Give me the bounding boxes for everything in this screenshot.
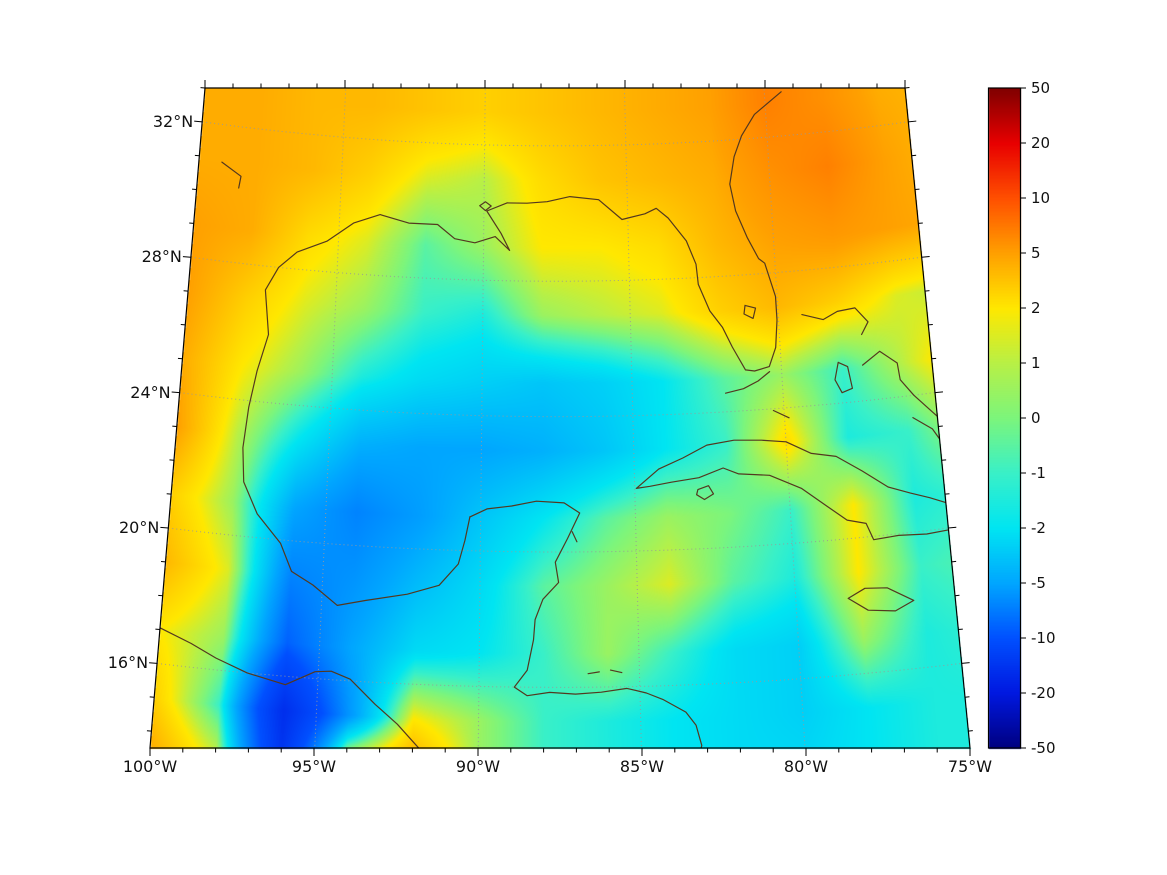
coastline-bay-islands-2 bbox=[609, 669, 623, 674]
colorbar-frame bbox=[987, 87, 1022, 749]
meridian-line bbox=[477, 88, 486, 748]
lat-tick-label: 16°N bbox=[107, 653, 149, 673]
map-frame bbox=[149, 87, 971, 749]
parallel-line bbox=[168, 527, 949, 553]
lon-tick-label: 80°W bbox=[783, 757, 829, 776]
coastline-gulf-and-atlantic-coast bbox=[242, 91, 782, 606]
colorbar-tick-label: 50 bbox=[1031, 79, 1051, 97]
colorbar-tick-label: -2 bbox=[1031, 519, 1046, 537]
colorbar-tick-label: 10 bbox=[1031, 189, 1051, 207]
coastline-texas-river bbox=[221, 161, 242, 189]
meridian-line bbox=[312, 88, 348, 748]
coastline-pacific-coast bbox=[159, 627, 433, 748]
coastline-cozumel bbox=[571, 531, 578, 543]
coastline-isle-of-youth bbox=[696, 485, 715, 501]
coastline-bahamas-north bbox=[801, 307, 869, 336]
coastline-lake-pontchartrain bbox=[479, 201, 492, 212]
coastline-eleuthera-exuma bbox=[862, 350, 942, 420]
lon-tick-label: 90°W bbox=[455, 757, 501, 776]
coastline-jamaica bbox=[847, 587, 915, 612]
lat-tick-label: 32°N bbox=[152, 111, 194, 131]
coastline-andros bbox=[834, 361, 853, 394]
lat-tick-label: 20°N bbox=[119, 518, 160, 537]
meridian-line bbox=[762, 88, 808, 748]
coastline-florida-keys bbox=[725, 371, 771, 394]
parallel-line bbox=[190, 256, 922, 282]
lon-tick-label: 85°W bbox=[619, 757, 665, 776]
coastline-cay-sal bbox=[772, 409, 790, 419]
lon-tick-label: 100°W bbox=[122, 757, 178, 776]
parallel-line bbox=[157, 662, 962, 688]
colorbar-tick-label: 0 bbox=[1031, 409, 1041, 427]
colorbar-tick-label: -50 bbox=[1031, 739, 1056, 757]
lat-tick-label: 24°N bbox=[130, 382, 171, 402]
colorbar-tick-label: -5 bbox=[1031, 574, 1046, 592]
coastlines bbox=[159, 91, 970, 748]
colorbar-tick-label: 20 bbox=[1031, 134, 1051, 152]
colorbar-tick-label: -1 bbox=[1031, 464, 1046, 482]
colorbar-tick-label: -20 bbox=[1031, 684, 1056, 702]
graticule bbox=[150, 88, 970, 748]
lat-tick-label: 28°N bbox=[141, 247, 182, 267]
coastline-long-island-bahamas bbox=[912, 417, 942, 443]
parallel-line bbox=[202, 121, 909, 147]
coastline-cuba bbox=[635, 439, 970, 541]
coastline-bay-islands-1 bbox=[587, 671, 600, 675]
lon-tick-label: 75°W bbox=[947, 757, 993, 776]
parallel-line bbox=[179, 392, 936, 418]
coastline-lake-okeechobee bbox=[743, 304, 757, 319]
colorbar-tick-label: -10 bbox=[1031, 629, 1056, 647]
frame-ticks bbox=[146, 80, 973, 756]
coastline-yucatan-belize-honduras bbox=[469, 500, 703, 748]
colorbar-tick-label: 5 bbox=[1031, 244, 1041, 262]
lon-tick-label: 95°W bbox=[291, 757, 337, 776]
meridian-line bbox=[623, 88, 643, 748]
colorbar-tick-label: 1 bbox=[1031, 354, 1041, 372]
colorbar-tick-label: 2 bbox=[1031, 299, 1041, 317]
